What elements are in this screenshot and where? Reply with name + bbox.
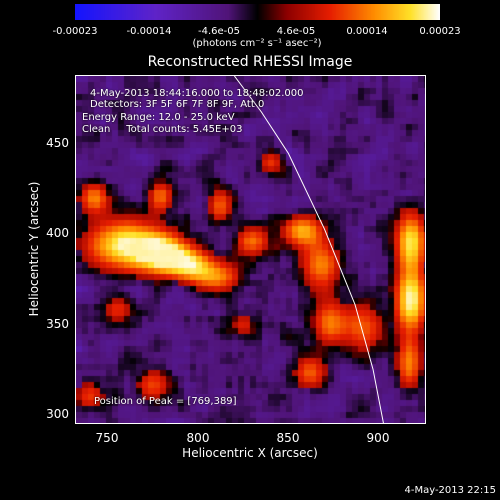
y-tick-label: 400 [46, 226, 69, 240]
x-axis-label: Heliocentric X (arcsec) [182, 446, 318, 460]
solar-limb-curve [234, 76, 384, 423]
chart-title: Reconstructed RHESSI Image [147, 54, 353, 70]
x-tick-label: 750 [95, 431, 119, 445]
colorbar-tick-label: -0.00023 [52, 26, 98, 37]
colorbar-tick-label: -4.6e-05 [198, 26, 240, 37]
x-tick-label: 800 [186, 431, 210, 445]
y-tick-label: 350 [46, 317, 69, 331]
annotation-peak: Position of Peak = [769,389] [94, 396, 237, 407]
colorbar-tick-label: 4.6e-05 [276, 26, 316, 37]
annotation-detectors: Detectors: 3F 5F 6F 7F 8F 9F, Att 0 [90, 99, 265, 110]
x-tick-label: 900 [366, 431, 390, 445]
annotation-time-range: 4-May-2013 18:44:16.000 to 18:48:02.000 [90, 88, 304, 99]
colorbar-tick-label: 0.00023 [419, 26, 461, 37]
x-tick-label: 850 [276, 431, 300, 445]
y-tick-label: 300 [46, 407, 69, 421]
colorbar-units: (photons cm⁻² s⁻¹ asec⁻²) [192, 38, 322, 49]
colorbar [75, 4, 440, 20]
colorbar-tick-label: -0.00014 [126, 26, 172, 37]
annotation-energy: Energy Range: 12.0 - 25.0 keV [82, 112, 235, 123]
colorbar-tick-label: 0.00014 [346, 26, 388, 37]
annotation-clean: Clean Total counts: 5.45E+03 [82, 124, 243, 135]
y-tick-label: 450 [46, 136, 69, 150]
y-axis-label: Heliocentric Y (arcsec) [27, 181, 41, 317]
plot-area: 4-May-2013 18:44:16.000 to 18:48:02.000 … [75, 75, 426, 424]
limb-overlay [234, 76, 384, 423]
heatmap-image [76, 76, 425, 423]
footer-timestamp: 4-May-2013 22:15 [404, 485, 496, 496]
